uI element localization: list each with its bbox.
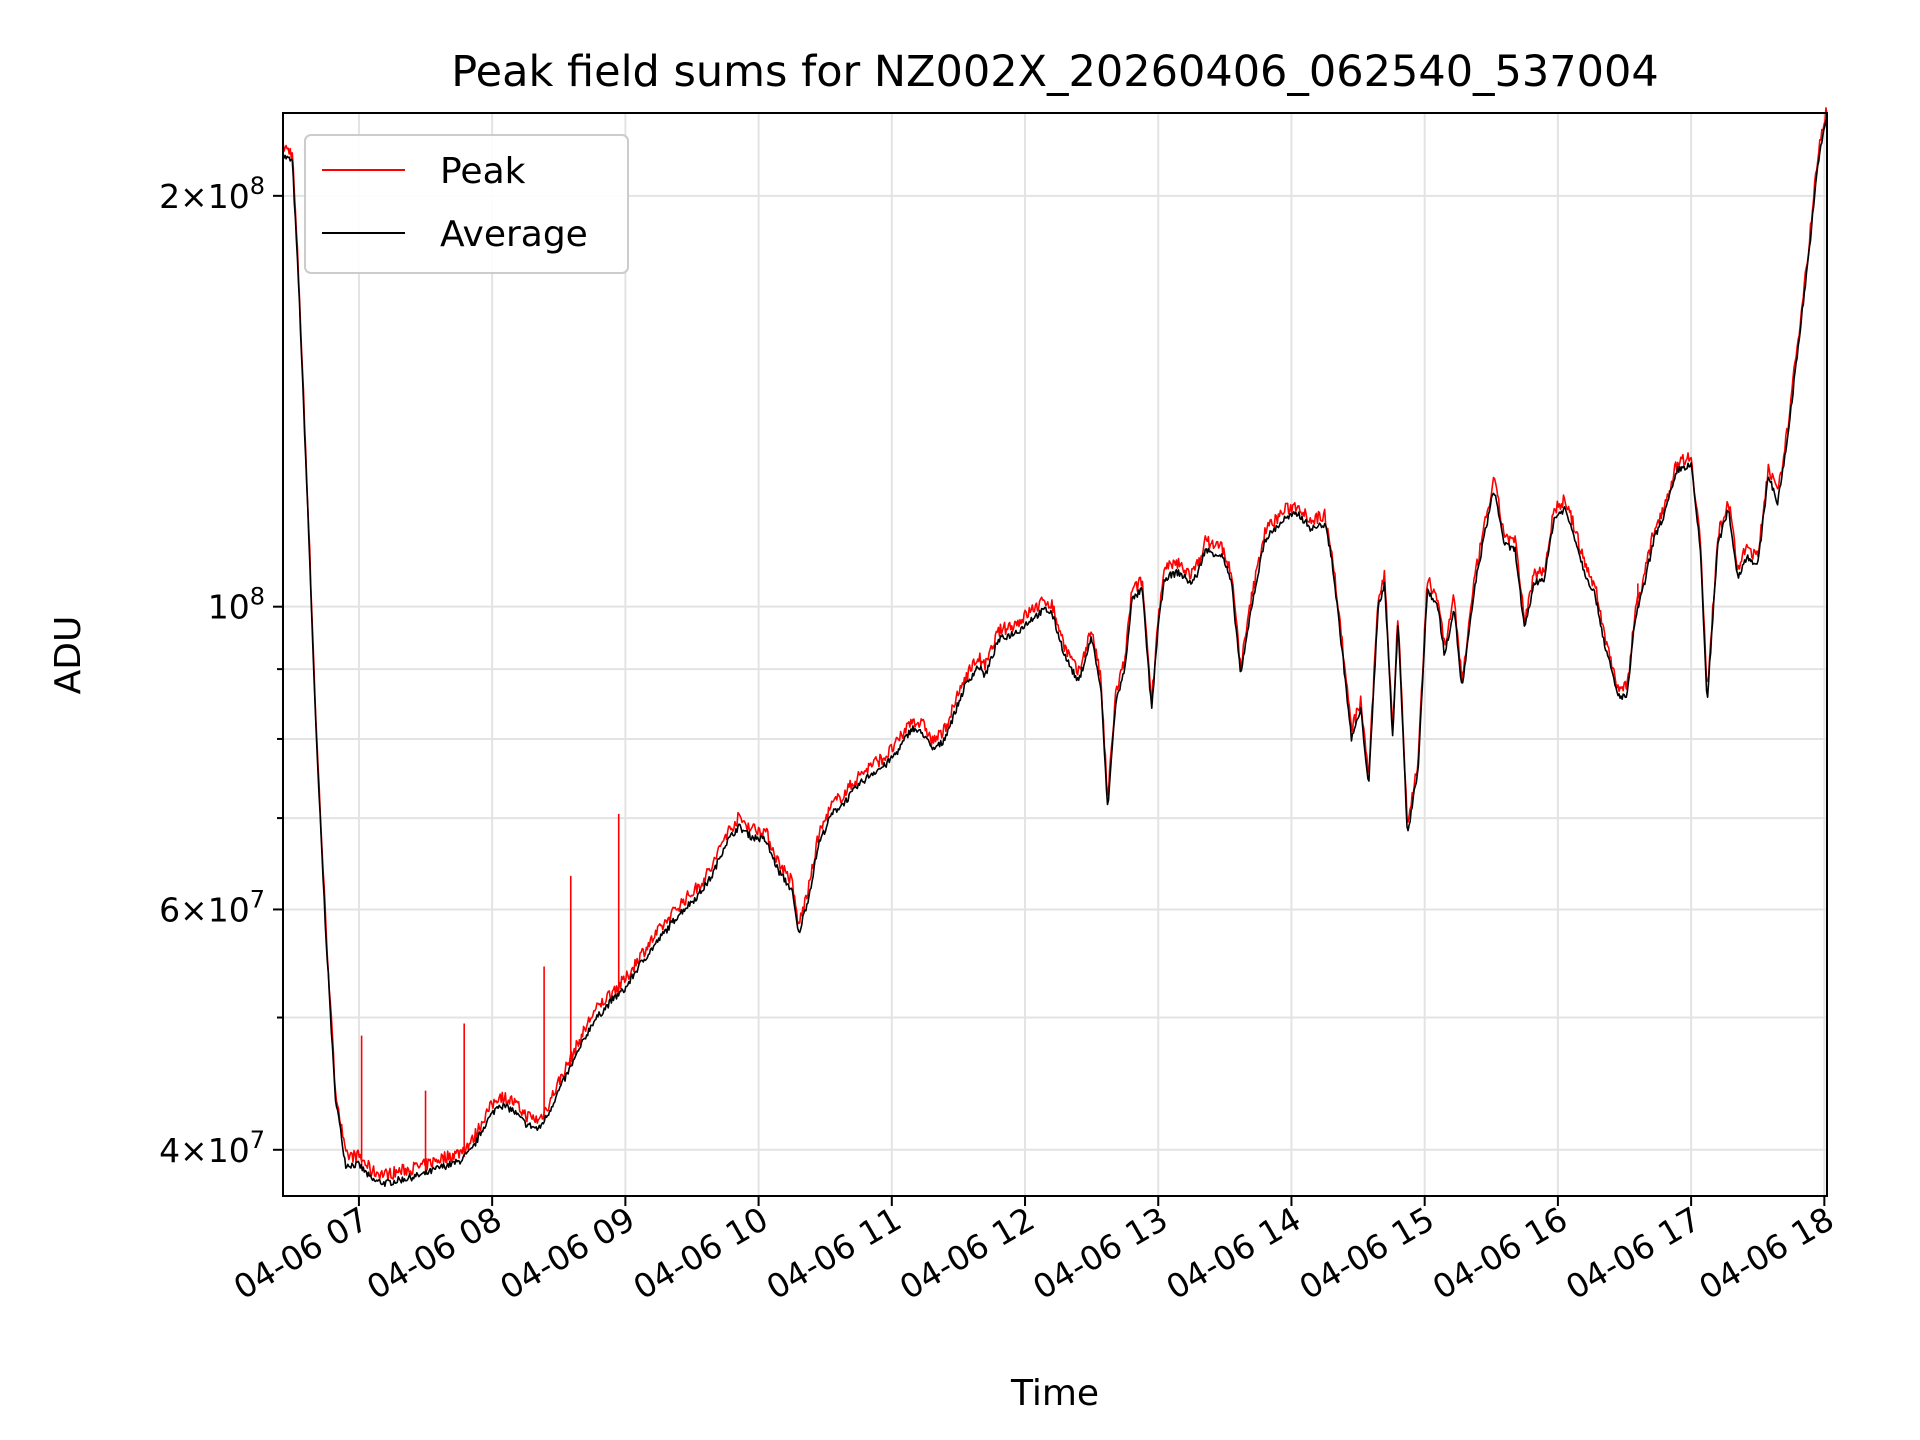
series	[282, 107, 1828, 1187]
x-axis-label: Time	[1010, 1373, 1099, 1414]
chart-title: Peak field sums for NZ002X_20260406_0625…	[451, 47, 1658, 97]
peak-series-line	[282, 107, 1828, 1181]
y-axis-label: ADU	[48, 616, 89, 695]
y-tick-label: 4×107	[159, 1126, 265, 1170]
y-tick-label: 108	[208, 583, 265, 627]
plot-frame	[282, 112, 1828, 1197]
y-tick-label: 6×107	[159, 885, 265, 929]
y-tick-label: 2×108	[159, 172, 265, 216]
legend-label-average: Average	[440, 214, 588, 255]
average-series-line	[282, 118, 1828, 1187]
grid	[283, 113, 1827, 1196]
legend-label-peak: Peak	[440, 151, 526, 192]
legend: Peak Average	[304, 134, 629, 274]
